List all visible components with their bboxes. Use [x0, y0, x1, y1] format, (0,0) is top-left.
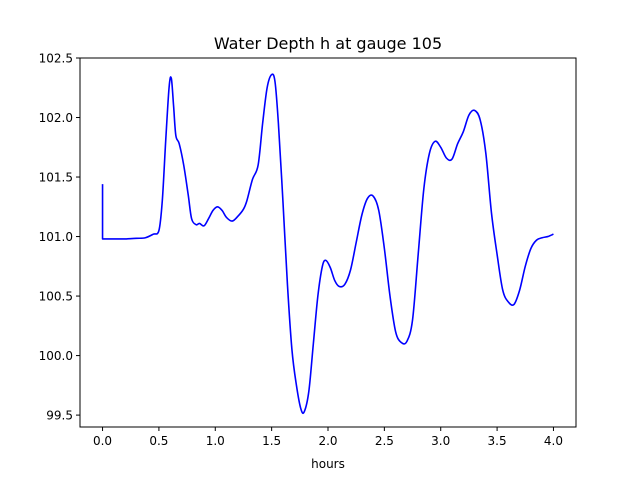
axes-frame: [79, 57, 577, 428]
y-tick-label: 101.5: [39, 171, 73, 185]
x-tick-label: 2.0: [318, 434, 337, 448]
x-tick-label: 0.0: [93, 434, 112, 448]
y-tick-label: 100.0: [39, 349, 73, 363]
x-tick-label: 4.0: [544, 434, 563, 448]
x-tick-label: 1.0: [206, 434, 225, 448]
y-tick-label: 100.5: [39, 290, 73, 304]
x-axis-label: hours: [311, 457, 345, 471]
x-tick-label: 3.0: [431, 434, 450, 448]
y-tick-label: 101.0: [39, 230, 73, 244]
x-tick-label: 0.5: [149, 434, 168, 448]
chart-title: Water Depth h at gauge 105: [214, 34, 442, 53]
y-tick-label: 102.5: [39, 52, 73, 66]
series-line: [101, 73, 554, 415]
x-tick-label: 2.5: [375, 434, 394, 448]
x-axis: 0.0 0.5 1.0 1.5 2.0 2.5 3.0 3.5 4.0: [93, 427, 563, 448]
x-tick-label: 3.5: [488, 434, 507, 448]
y-tick-label: 102.0: [39, 111, 73, 125]
y-tick-label: 99.5: [46, 409, 73, 423]
y-axis: 99.5 100.0 100.5 101.0 101.5 102.0 102.5: [39, 52, 80, 423]
x-tick-label: 1.5: [262, 434, 281, 448]
